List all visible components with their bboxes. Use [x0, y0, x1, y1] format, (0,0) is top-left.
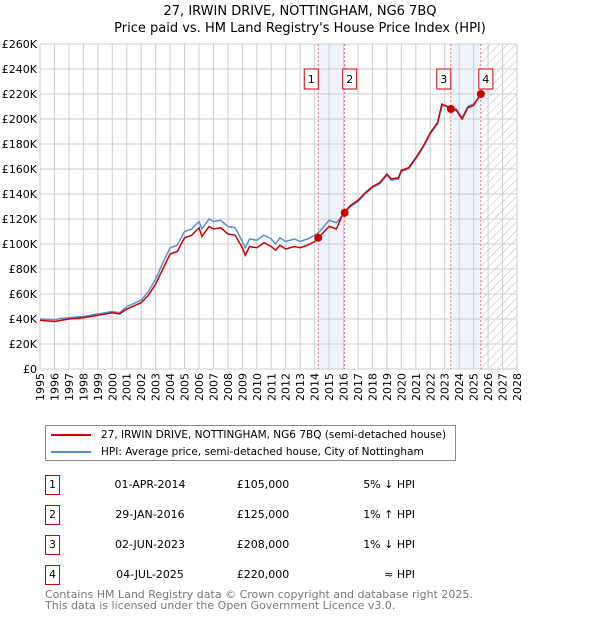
x-tick-label: 2003 — [150, 373, 163, 401]
footer-copyright: Contains HM Land Registry data © Crown c… — [45, 588, 473, 601]
sale-date: 02-JUN-2023 — [114, 538, 186, 551]
x-tick-label: 2023 — [439, 373, 452, 401]
hpi-line — [39, 94, 482, 321]
sale-hpi-diff: 1% ↓ HPI — [363, 538, 415, 551]
forecast-hatch — [480, 44, 517, 369]
legend: 27, IRWIN DRIVE, NOTTINGHAM, NG6 7BQ (se… — [45, 425, 456, 461]
y-tick-label: £80K — [9, 263, 38, 276]
y-tick-label: £140K — [2, 188, 38, 201]
x-tick-label: 2014 — [309, 373, 322, 401]
x-tick-label: 1995 — [34, 373, 47, 401]
y-tick-label: £100K — [2, 238, 38, 251]
shaded-period — [450, 44, 481, 369]
legend-label-hpi: HPI: Average price, semi-detached house,… — [101, 446, 424, 458]
sale-row: 3 02-JUN-2023 £208,000 1% ↓ HPI — [45, 535, 425, 555]
x-tick-label: 2025 — [468, 373, 481, 401]
legend-item-property: 27, IRWIN DRIVE, NOTTINGHAM, NG6 7BQ (se… — [51, 427, 446, 443]
sale-number-box: 4 — [45, 565, 60, 585]
sale-point — [446, 105, 455, 113]
sale-number-box: 1 — [45, 475, 60, 495]
x-tick-label: 2027 — [497, 373, 510, 401]
x-tick-label: 2015 — [323, 373, 336, 401]
x-tick-label: 2006 — [193, 373, 206, 401]
sale-date: 04-JUL-2025 — [116, 568, 184, 581]
x-tick-label: 2028 — [511, 373, 524, 401]
y-tick-label: £40K — [9, 313, 38, 326]
sale-label-box — [342, 68, 358, 90]
sale-number-box: 3 — [45, 535, 60, 555]
sale-date: 29-JAN-2016 — [115, 508, 185, 521]
sale-label-number: 2 — [346, 73, 353, 86]
sale-label-box — [436, 68, 452, 90]
sale-label-number: 1 — [308, 73, 315, 86]
legend-swatch-blue — [51, 451, 91, 453]
legend-item-hpi: HPI: Average price, semi-detached house,… — [51, 444, 424, 460]
sale-price: £105,000 — [236, 478, 290, 491]
x-tick-label: 2010 — [251, 373, 264, 401]
x-tick-label: 2007 — [207, 373, 220, 401]
chart-title: 27, IRWIN DRIVE, NOTTINGHAM, NG6 7BQ Pri… — [0, 3, 600, 37]
sale-point — [340, 208, 349, 217]
sale-point — [314, 233, 323, 242]
y-tick-label: £200K — [2, 113, 38, 126]
sale-label-box — [478, 68, 494, 90]
x-tick-label: 2026 — [482, 373, 495, 401]
x-tick-label: 2019 — [381, 373, 394, 401]
x-tick-label: 2001 — [121, 373, 134, 401]
x-tick-label: 2005 — [179, 373, 192, 401]
sale-hpi-diff: 5% ↓ HPI — [363, 478, 415, 491]
sale-hpi-diff: ≈ HPI — [384, 568, 415, 581]
legend-swatch-red — [51, 434, 91, 436]
x-tick-label: 2013 — [294, 373, 307, 401]
sale-label-number: 4 — [482, 73, 489, 86]
x-tick-label: 2012 — [280, 373, 293, 401]
sale-number-box: 2 — [45, 505, 60, 525]
x-tick-label: 2002 — [135, 373, 148, 401]
y-tick-label: £160K — [2, 163, 38, 176]
sale-price: £220,000 — [236, 568, 290, 581]
x-tick-label: 1998 — [77, 373, 90, 401]
x-tick-label: 2022 — [424, 373, 437, 401]
sale-row: 4 04-JUL-2025 £220,000 ≈ HPI — [45, 565, 425, 585]
sale-hpi-diff: 1% ↑ HPI — [363, 508, 415, 521]
x-tick-label: 2024 — [453, 373, 466, 401]
price-chart: 1 2 3 4 1995 1996 1997 1998 1999 2000 2001 2002 2003… — [2, 38, 524, 401]
y-tick-label: £20K — [9, 338, 38, 351]
y-tick-label: £240K — [2, 63, 38, 76]
x-tick-label: 2021 — [410, 373, 423, 401]
sale-date: 01-APR-2014 — [114, 478, 186, 491]
sale-point — [476, 90, 485, 98]
sale-row: 2 29-JAN-2016 £125,000 1% ↑ HPI — [45, 505, 425, 525]
footer-licence: This data is licensed under the Open Gov… — [45, 599, 396, 612]
y-tick-label: £120K — [2, 213, 38, 226]
x-tick-label: 1999 — [92, 373, 105, 401]
sale-price: £208,000 — [236, 538, 290, 551]
y-tick-label: £220K — [2, 88, 38, 101]
x-tick-label: 2009 — [236, 373, 249, 401]
x-tick-label: 2011 — [265, 373, 278, 401]
sale-label-box — [303, 68, 319, 90]
sale-row: 1 01-APR-2014 £105,000 5% ↓ HPI — [45, 475, 425, 495]
title-subtitle: Price paid vs. HM Land Registry's House … — [114, 21, 486, 36]
x-tick-label: 2004 — [164, 373, 177, 401]
x-tick-label: 2018 — [366, 373, 379, 401]
x-tick-label: 1996 — [48, 373, 61, 401]
shaded-period — [318, 44, 345, 369]
y-tick-label: £260K — [2, 38, 38, 51]
x-tick-label: 2017 — [352, 373, 365, 401]
x-tick-label: 2000 — [106, 373, 119, 401]
legend-label-property: 27, IRWIN DRIVE, NOTTINGHAM, NG6 7BQ (se… — [101, 429, 447, 441]
y-tick-label: £60K — [9, 288, 38, 301]
x-tick-label: 2008 — [222, 373, 235, 401]
sale-price: £125,000 — [236, 508, 290, 521]
title-address: 27, IRWIN DRIVE, NOTTINGHAM, NG6 7BQ — [163, 4, 437, 19]
footer: Contains HM Land Registry data © Crown c… — [45, 589, 473, 611]
y-tick-label: £180K — [2, 138, 38, 151]
property-line — [39, 93, 482, 323]
x-tick-label: 2020 — [395, 373, 408, 401]
x-tick-label: 2016 — [338, 373, 351, 401]
x-tick-label: 1997 — [63, 373, 76, 401]
sale-label-number: 3 — [440, 73, 447, 86]
y-tick-label: £0 — [23, 363, 37, 376]
